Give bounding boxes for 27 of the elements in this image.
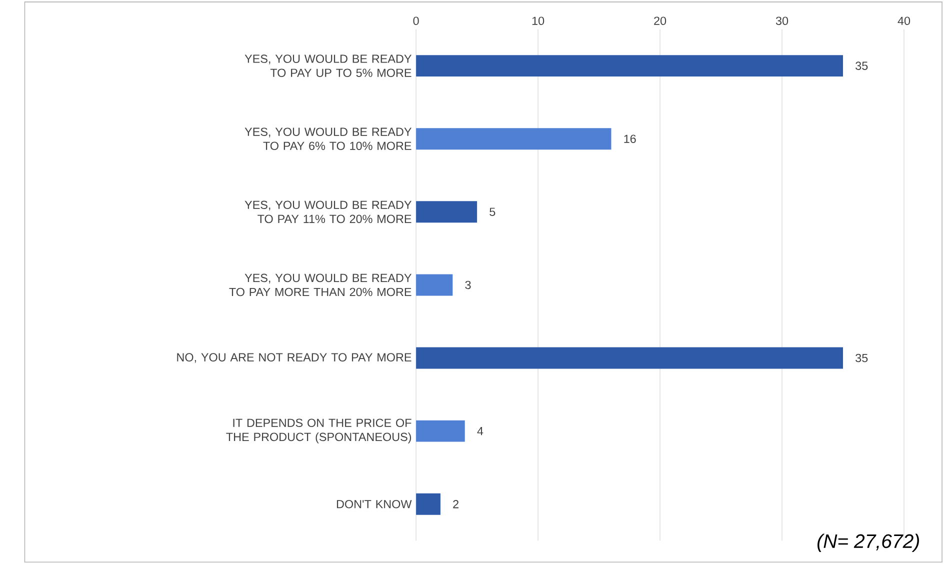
data-label: 3 [465, 280, 471, 290]
x-tick-label: 20 [654, 16, 666, 25]
data-label: 5 [490, 208, 496, 216]
x-tick-label: 0 [413, 16, 419, 25]
x-tick-label: 10 [532, 16, 544, 25]
bar [416, 493, 440, 515]
y-tick-label: NO, YOU ARE NOT READY TO PAY MORE [177, 353, 412, 363]
bar [416, 201, 478, 223]
y-tick-label: DON'T KNOW [336, 500, 412, 508]
bar [416, 55, 843, 77]
x-tick-label: 40 [898, 16, 910, 25]
x-tick-label: 30 [776, 16, 788, 25]
y-tick-label: YES, YOU WOULD BE READY TO PAY UP TO 5% MORE [244, 54, 412, 77]
data-label: 35 [856, 354, 868, 362]
data-label: 4 [477, 427, 484, 436]
data-label: 16 [624, 134, 636, 143]
bar [416, 128, 612, 150]
y-tick-label: IT DEPENDS ON THE PRICE OF THE PRODUCT (SPONTANEOUS) [226, 418, 412, 444]
y-tick-label: YES, YOU WOULD BE READY TO PAY 6% TO 10% MORE [244, 128, 412, 150]
y-tick-label: YES, YOU WOULD BE READY TO PAY 11% TO 20% MORE [244, 200, 412, 224]
bar [416, 274, 453, 296]
bar [416, 420, 465, 442]
bar [416, 347, 843, 369]
data-label: 2 [453, 500, 458, 508]
y-tick-label: YES, YOU WOULD BE READY TO PAY MORE THAN 20% MORE [229, 274, 412, 296]
data-label: 35 [856, 62, 868, 70]
annotation: (N= 27,672) [818, 534, 919, 552]
